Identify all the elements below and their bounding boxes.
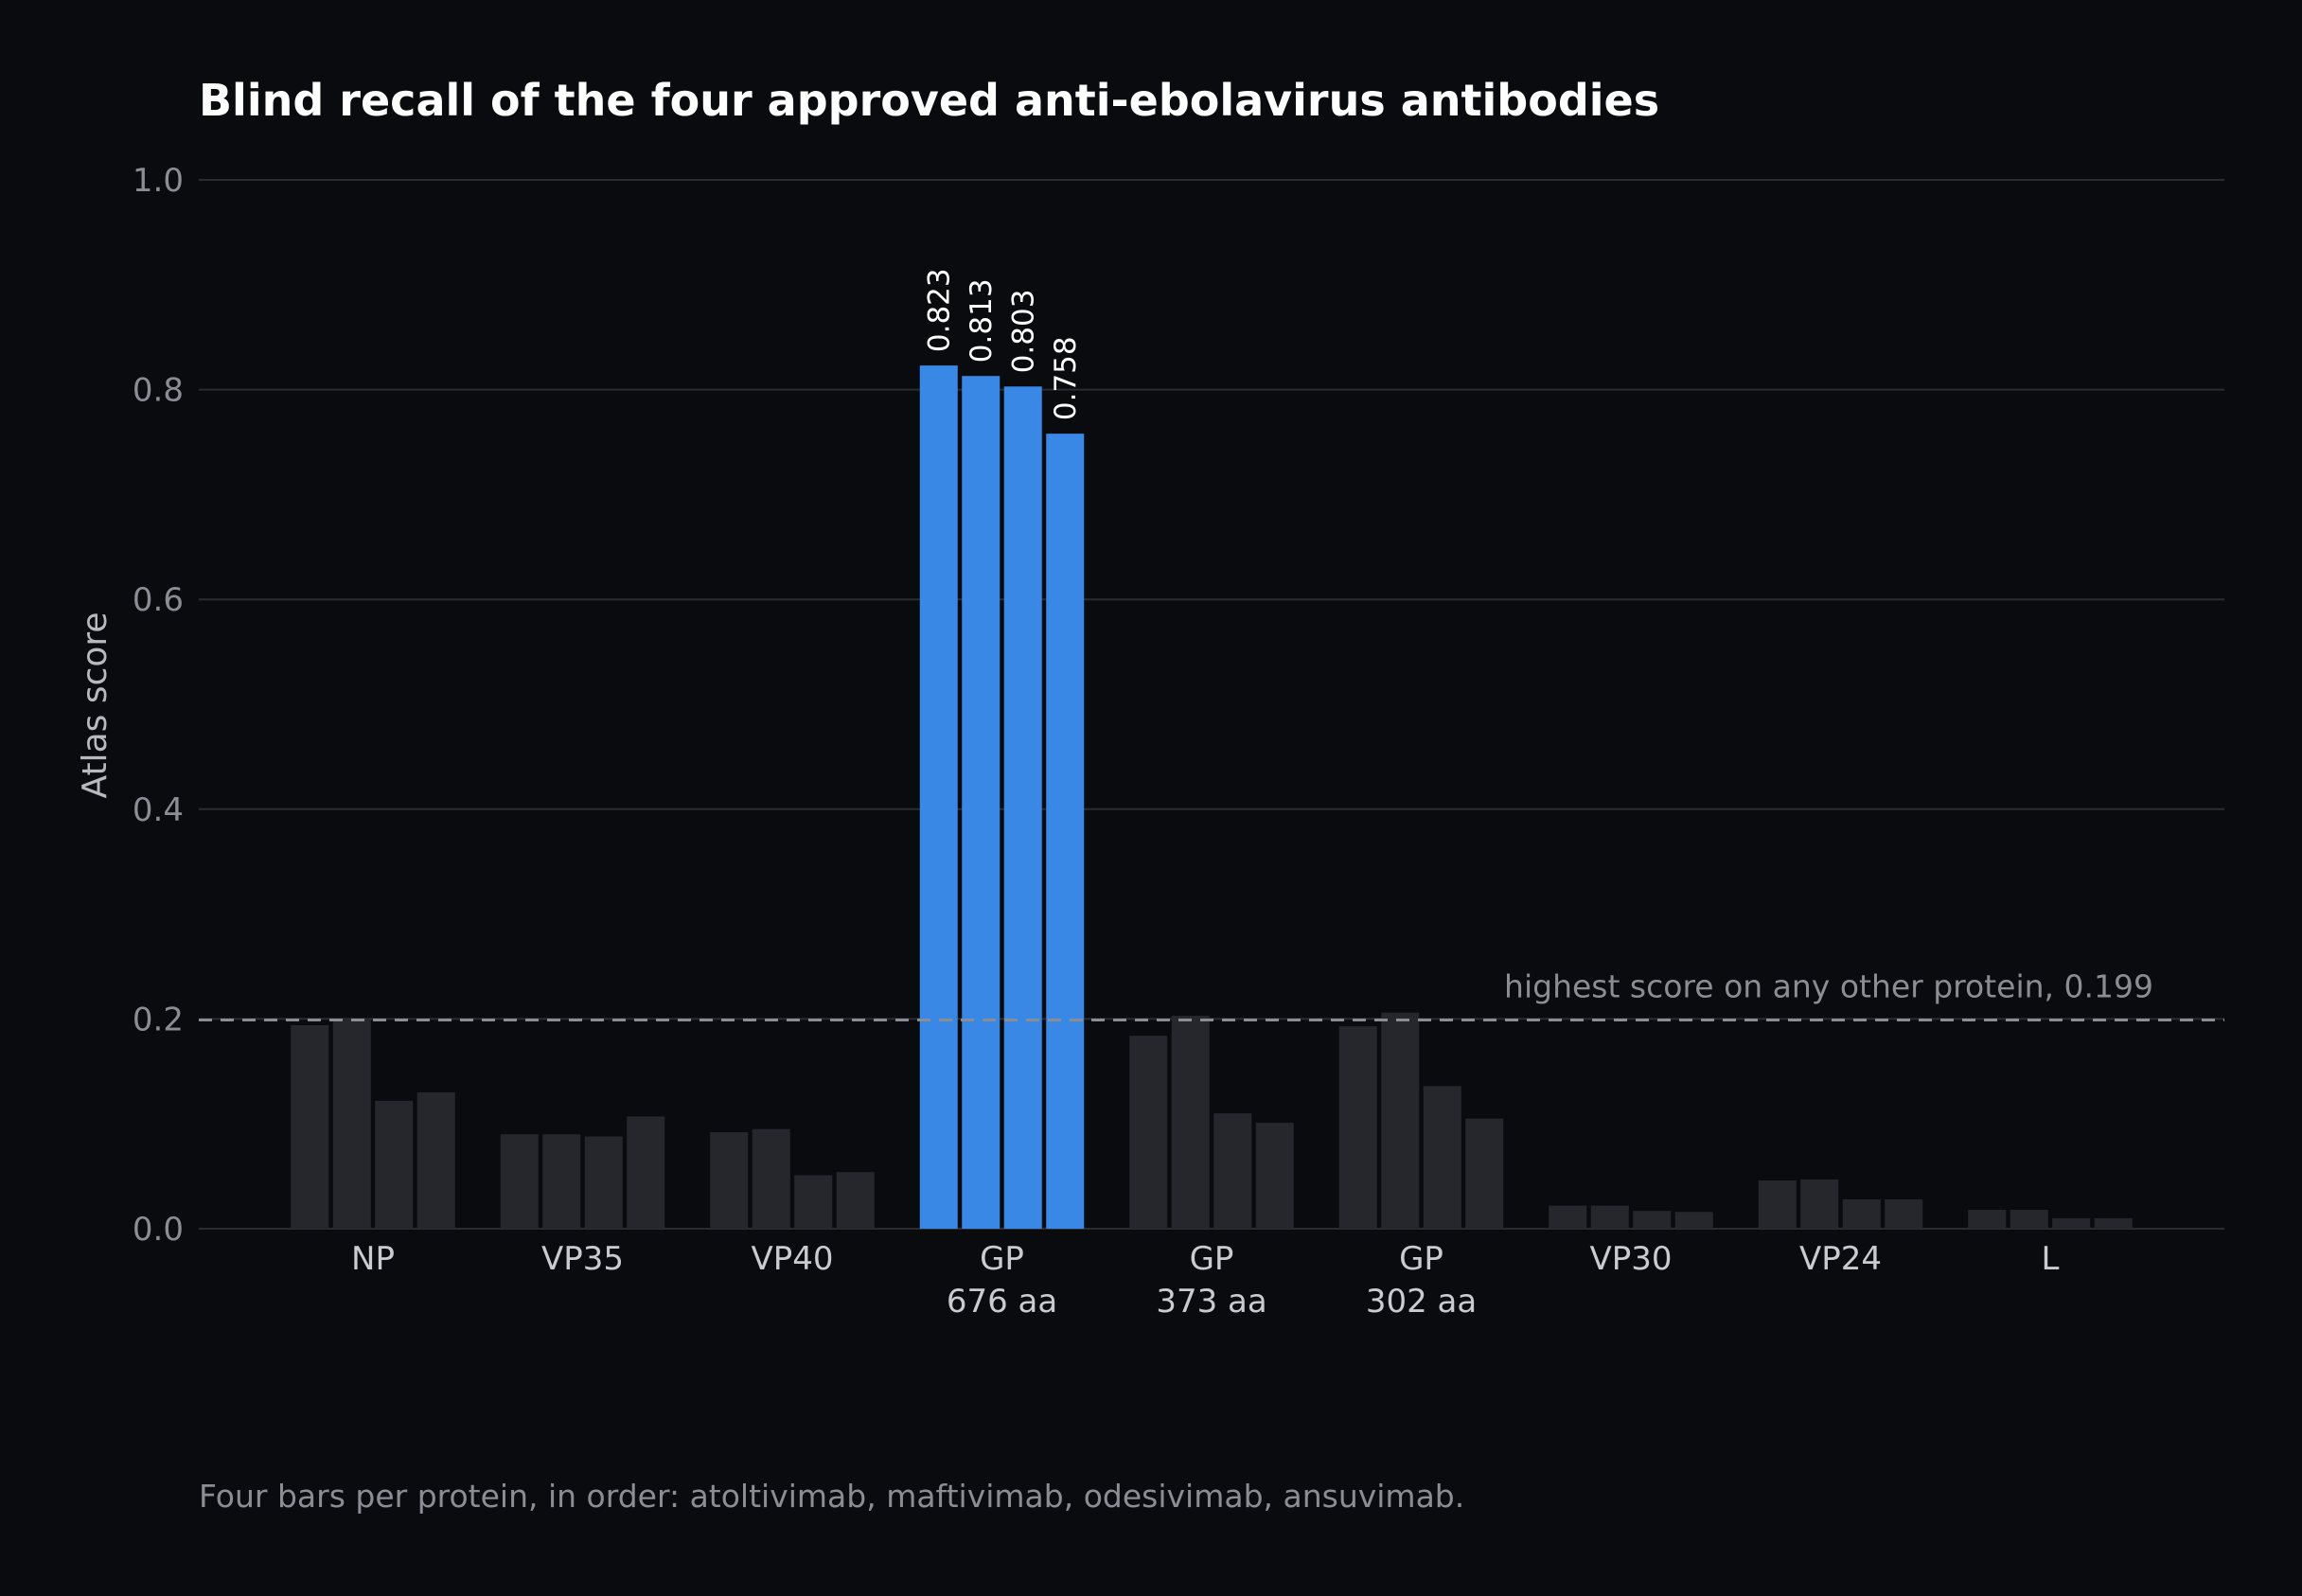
bar-gp-373aa-2 <box>1171 1016 1210 1229</box>
bar-gp-676aa-3 <box>1003 386 1042 1229</box>
bar-gp-302aa-3 <box>1423 1086 1461 1229</box>
bar-value-label: 0.758 <box>1049 336 1083 420</box>
bar-vp40-1 <box>710 1132 749 1229</box>
bar-vp35-1 <box>500 1134 539 1229</box>
bar-np-1 <box>291 1025 329 1229</box>
category-label: VP24 <box>1799 1240 1882 1278</box>
category-sublabel: 676 aa <box>947 1283 1057 1321</box>
bar-l-2 <box>2010 1210 2048 1229</box>
bar-gp-302aa-4 <box>1465 1118 1504 1229</box>
bar-vp24-4 <box>1885 1198 1923 1229</box>
bar-gp-373aa-4 <box>1255 1123 1294 1229</box>
bar-vp30-3 <box>1633 1211 1672 1229</box>
category-sublabel: 373 aa <box>1156 1283 1266 1321</box>
bar-value-label: 0.823 <box>923 268 957 352</box>
bar-l-3 <box>2052 1217 2091 1229</box>
category-label: GP <box>1190 1240 1234 1278</box>
bar-vp40-4 <box>836 1172 875 1229</box>
y-tick-label: 0.0 <box>133 1211 184 1249</box>
category-label: L <box>2042 1240 2060 1278</box>
bar-vp35-3 <box>584 1136 623 1229</box>
bar-np-4 <box>416 1091 455 1229</box>
category-label: VP35 <box>541 1240 624 1278</box>
category-label: VP40 <box>751 1240 833 1278</box>
bar-vp24-3 <box>1842 1198 1881 1229</box>
bar-vp30-1 <box>1549 1205 1587 1229</box>
bar-gp-302aa-2 <box>1381 1012 1420 1229</box>
y-tick-label: 0.2 <box>133 1001 184 1038</box>
y-tick-label: 0.4 <box>133 791 184 829</box>
y-tick-label: 1.0 <box>133 162 184 200</box>
footnote: Four bars per protein, in order: atoltiv… <box>199 1478 1464 1515</box>
bar-l-1 <box>1968 1210 2007 1229</box>
bar-np-2 <box>332 1020 371 1229</box>
bar-vp35-4 <box>627 1116 665 1229</box>
bar-gp-676aa-2 <box>962 376 1000 1229</box>
category-labels: NP VP35 VP40 GP 676 aa GP 373 aa GP 302 aa VP30 VP… <box>351 1240 2059 1321</box>
bar-vp24-1 <box>1758 1180 1797 1229</box>
y-tick-label: 0.6 <box>133 581 184 619</box>
bar-gp-676aa-4 <box>1046 434 1085 1229</box>
bar-vp30-4 <box>1674 1212 1713 1229</box>
bar-np-3 <box>375 1100 414 1229</box>
category-label: NP <box>351 1240 395 1278</box>
category-label: VP30 <box>1589 1240 1672 1278</box>
category-label: GP <box>980 1240 1024 1278</box>
category-label: GP <box>1399 1240 1443 1278</box>
category-sublabel: 302 aa <box>1366 1283 1477 1321</box>
bar-gp-676aa-1 <box>919 365 958 1230</box>
bar-vp40-3 <box>794 1175 833 1229</box>
bar-vp40-2 <box>752 1128 790 1229</box>
reference-line-group: highest score on any other protein, 0.19… <box>199 968 2224 1022</box>
bar-vp24-2 <box>1800 1179 1839 1229</box>
bars <box>291 365 2133 1230</box>
bar-vp35-2 <box>542 1134 581 1229</box>
bar-gp-373aa-3 <box>1213 1113 1252 1229</box>
y-tick-label: 0.8 <box>133 372 184 410</box>
bar-gp-373aa-1 <box>1129 1036 1168 1229</box>
bar-gp-302aa-1 <box>1338 1026 1377 1229</box>
reference-line-label: highest score on any other protein, 0.19… <box>1504 968 2153 1005</box>
bar-value-label: 0.803 <box>1007 290 1041 374</box>
bar-vp30-2 <box>1590 1205 1629 1229</box>
bar-value-label: 0.813 <box>965 278 999 363</box>
y-axis-label: Atlas score <box>76 612 115 798</box>
chart-title: Blind recall of the four approved anti-e… <box>199 75 1659 126</box>
bar-l-4 <box>2094 1217 2133 1229</box>
